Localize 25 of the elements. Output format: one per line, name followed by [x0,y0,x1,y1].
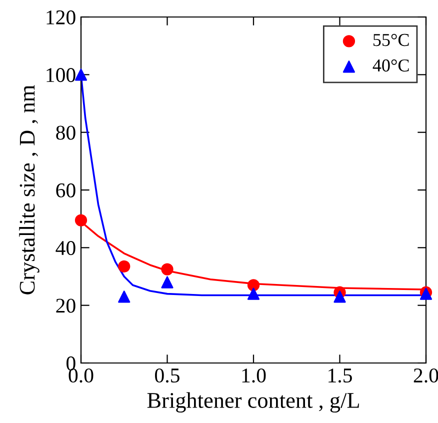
y-axis-title: Crystallite size , D , nm [19,85,40,294]
point [74,68,88,81]
point [74,214,88,226]
point [118,290,130,303]
y-tick-label: 0 [66,356,76,370]
y-tick-label: 20 [56,298,76,313]
y-tick-label: 60 [56,183,76,198]
x-tick-label: 1.5 [328,368,352,383]
legend-label: 40°C [372,59,409,72]
y-tick-label: 40 [56,241,76,256]
y-tick-label: 120 [46,10,76,24]
point [247,279,260,292]
x-axis-title: Brightener content , g/L [147,392,359,413]
x-tick-label: 0.0 [68,368,94,383]
point [334,290,346,303]
x-tick-label: 0.5 [155,368,180,383]
point [161,276,174,288]
legend-label: 55°C [373,34,409,46]
point [161,263,174,276]
x-tick-label: 2.0 [414,368,438,383]
y-tick-label: 100 [46,68,76,82]
y-tick-label: 80 [56,126,76,140]
point [118,260,130,272]
x-tick-label: 1.0 [242,368,266,383]
point [247,288,260,300]
